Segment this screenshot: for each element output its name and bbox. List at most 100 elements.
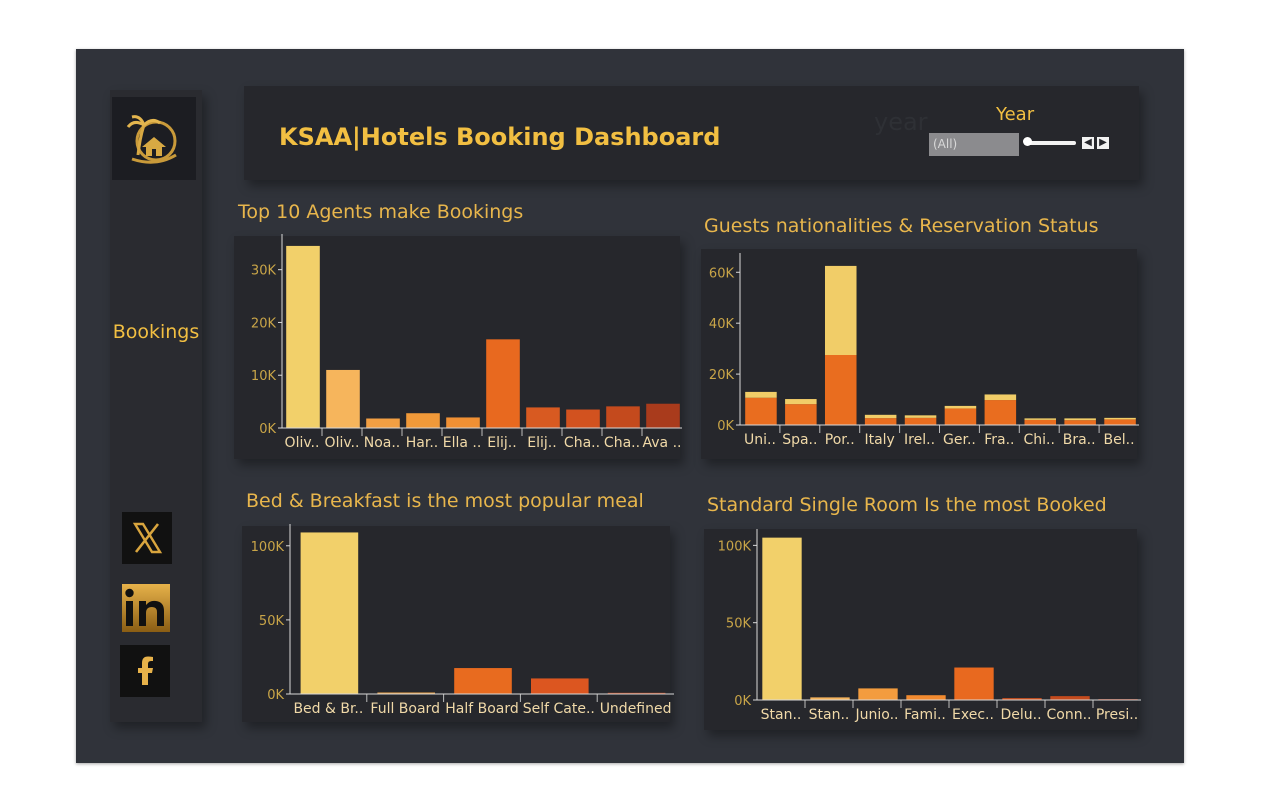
x-logo-glyph-icon [132,522,163,554]
bar[interactable] [646,403,680,428]
bar-segment[interactable] [1104,417,1136,420]
x-category-label: Spa.. [782,432,817,448]
bar-segment[interactable] [904,417,937,425]
chart-nationalities-title: Guests nationalities & Reservation Statu… [704,215,1099,237]
bar[interactable] [954,667,994,700]
bar[interactable] [810,697,850,700]
facebook-glyph-icon [138,656,153,685]
year-slider-handle[interactable] [1023,137,1032,146]
bar[interactable] [286,245,320,428]
bar[interactable] [566,409,600,428]
x-category-label: Bra.. [1063,432,1096,448]
bar[interactable] [1002,698,1042,700]
x-category-label: Fra.. [984,432,1014,448]
linkedin-glyph-icon [125,588,164,626]
x-category-label: Junio.. [855,707,899,723]
x-category-label: Oliv.. [285,435,320,451]
x-category-label: Cha.. [604,435,640,451]
x-logo-icon[interactable] [122,512,172,564]
bar-segment[interactable] [864,418,897,425]
x-category-label: Irel.. [904,432,935,448]
y-tick-label: 30K [251,264,277,279]
year-filter-input[interactable]: (All) [929,133,1019,156]
x-category-label: Cha.. [564,435,600,451]
bar-segment[interactable] [824,265,857,355]
x-category-label: Presi.. [1096,707,1138,723]
bar[interactable] [326,369,360,428]
bar[interactable] [606,406,640,428]
bar-segment[interactable] [904,415,937,418]
bar-segment[interactable] [1064,418,1096,421]
x-category-label: Italy [864,432,894,448]
bar[interactable] [526,407,560,428]
bar-segment[interactable] [1024,418,1057,420]
x-category-label: Full Board [370,701,440,717]
x-category-label: Undefined [600,701,672,717]
x-category-label: Elij.. [487,435,516,451]
facebook-icon[interactable] [120,645,170,697]
bar-segment[interactable] [984,394,1017,401]
bar[interactable] [531,678,589,694]
x-category-label: Bel.. [1104,432,1135,448]
bar-segment[interactable] [1104,419,1136,425]
chart-room: 0K 50K 100K Stan.. Stan.. Junio.. Fami.. Exec..… [718,529,1141,723]
bar-segment[interactable] [745,391,777,398]
palm-house-logo-icon [126,115,177,164]
chart-meal-title: Bed & Breakfast is the most popular meal [246,490,644,512]
year-ghost-label: year [874,108,928,136]
x-category-label: Self Cate.. [523,701,595,717]
bar[interactable] [366,418,400,429]
bar[interactable] [486,339,520,428]
bar-segment[interactable] [944,408,977,425]
x-category-label: Delu.. [1000,707,1041,723]
bar[interactable] [1050,696,1090,700]
bar-segment[interactable] [1064,420,1096,425]
bar[interactable] [858,688,898,700]
chart-nationalities: 0K 20K 40K 60K Uni.. Spa.. Por.. Italy Irel.. Ger… [709,253,1139,448]
x-category-label: Uni.. [744,432,776,448]
y-tick-label: 0K [259,422,276,437]
y-tick-label: 0K [267,688,284,703]
hotel-logo [112,97,196,180]
year-prev-arrow-icon[interactable]: ◀ [1082,137,1094,149]
bar-segment[interactable] [944,405,977,409]
y-tick-label: 100K [718,539,752,554]
y-tick-label: 50K [726,617,752,632]
year-slider-track[interactable] [1024,141,1076,145]
bar[interactable] [454,668,512,694]
bar[interactable] [300,532,359,694]
page-title: KSAA|Hotels Booking Dashboard [279,123,721,151]
y-tick-label: 100K [251,540,285,555]
bar[interactable] [762,537,802,700]
year-next-arrow-icon[interactable]: ▶ [1097,137,1109,149]
bar-segment[interactable] [785,404,817,425]
x-category-label: Exec.. [952,707,994,723]
y-tick-label: 60K [709,266,735,281]
bar-segment[interactable] [824,355,857,425]
x-category-label: Conn.. [1047,707,1092,723]
bar-segment[interactable] [745,397,777,425]
bar-segment[interactable] [864,414,897,419]
bar[interactable] [607,692,666,694]
y-tick-label: 10K [251,369,277,384]
bar-segment[interactable] [785,399,817,405]
bar-segment[interactable] [1024,419,1057,425]
x-category-label: Por.. [825,432,855,448]
chart-room-title: Standard Single Room Is the most Booked [707,494,1107,516]
bar[interactable] [906,695,946,700]
chart-agents-title: Top 10 Agents make Bookings [238,201,524,223]
linkedin-icon[interactable] [122,584,170,632]
y-tick-label: 20K [251,316,277,331]
bar[interactable] [377,692,435,694]
x-category-label: Noa.. [364,435,401,451]
bar-segment[interactable] [984,400,1017,425]
x-category-label: Fami.. [904,707,946,723]
bar[interactable] [446,417,480,428]
x-category-label: Ella .. [443,435,482,451]
x-category-label: Ava .. [643,435,682,451]
bar[interactable] [406,413,440,428]
nav-bookings[interactable]: Bookings [112,321,200,343]
chart-meal: 0K 50K 100K Bed & Br.. Full Board Half Board S… [251,524,674,717]
y-tick-label: 40K [709,317,735,332]
